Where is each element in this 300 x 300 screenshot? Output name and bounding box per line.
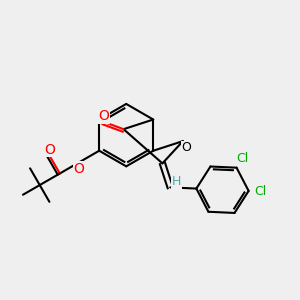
Text: O: O [74, 162, 85, 176]
Text: Cl: Cl [236, 152, 249, 165]
Text: H: H [172, 175, 182, 188]
Text: O: O [182, 141, 191, 154]
Text: O: O [98, 109, 109, 123]
Text: O: O [44, 142, 55, 157]
Text: Cl: Cl [254, 185, 266, 198]
